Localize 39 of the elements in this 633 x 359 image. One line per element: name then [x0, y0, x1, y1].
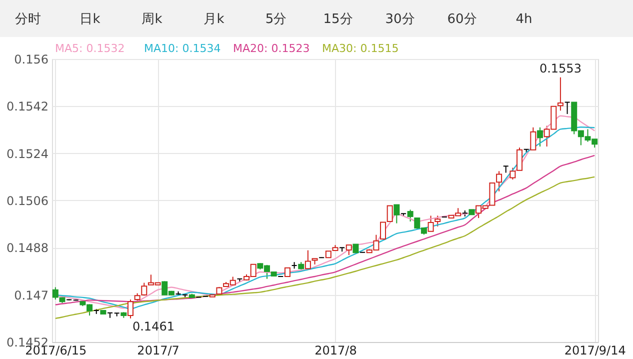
y-tick-label: 0.1524 [6, 146, 48, 161]
line-series [54, 176, 596, 320]
annotation: 0.1461 [132, 319, 174, 334]
y-tick-label: 0.147 [14, 288, 48, 302]
y-tick-label: 0.1542 [6, 100, 48, 114]
candlestick [530, 126, 536, 150]
y-tick-label: 0.1488 [6, 241, 48, 256]
text: MA20: 0.1523 [233, 42, 310, 55]
candlestick [502, 166, 509, 174]
candlestick [407, 209, 414, 222]
annotation: 0.1553 [539, 61, 582, 76]
candlestick [434, 215, 441, 227]
candlestick [428, 215, 434, 232]
text: 周k [142, 12, 163, 27]
text: MA5: 0.1532 [55, 42, 125, 55]
y-tick-label: 0.1506 [6, 194, 48, 208]
text: 分时 [15, 12, 41, 27]
text: 日k [80, 12, 101, 27]
candlestick [394, 204, 400, 224]
text: 30分 [385, 12, 415, 27]
candlestick [127, 299, 134, 319]
x-tick-label: 2017/8 [314, 344, 357, 358]
candlestick [557, 76, 564, 112]
x-tick-label: 2017/9/14 [564, 344, 626, 358]
candlestick [346, 244, 352, 256]
text: MA30: 0.1515 [322, 42, 399, 55]
candlestick [564, 102, 570, 115]
text: 5分 [265, 12, 287, 27]
text: 60分 [447, 12, 477, 27]
text: 4h [516, 12, 532, 27]
y-tick-label: 0.156 [14, 52, 48, 66]
text: MA10: 0.1534 [144, 42, 221, 55]
text: 15分 [323, 12, 353, 27]
candlestick [114, 312, 120, 317]
candlestick [304, 250, 311, 270]
candlestick [496, 170, 502, 192]
text: 月k [204, 12, 225, 27]
candlestick [536, 126, 543, 148]
x-tick-label: 2017/7 [137, 344, 180, 358]
